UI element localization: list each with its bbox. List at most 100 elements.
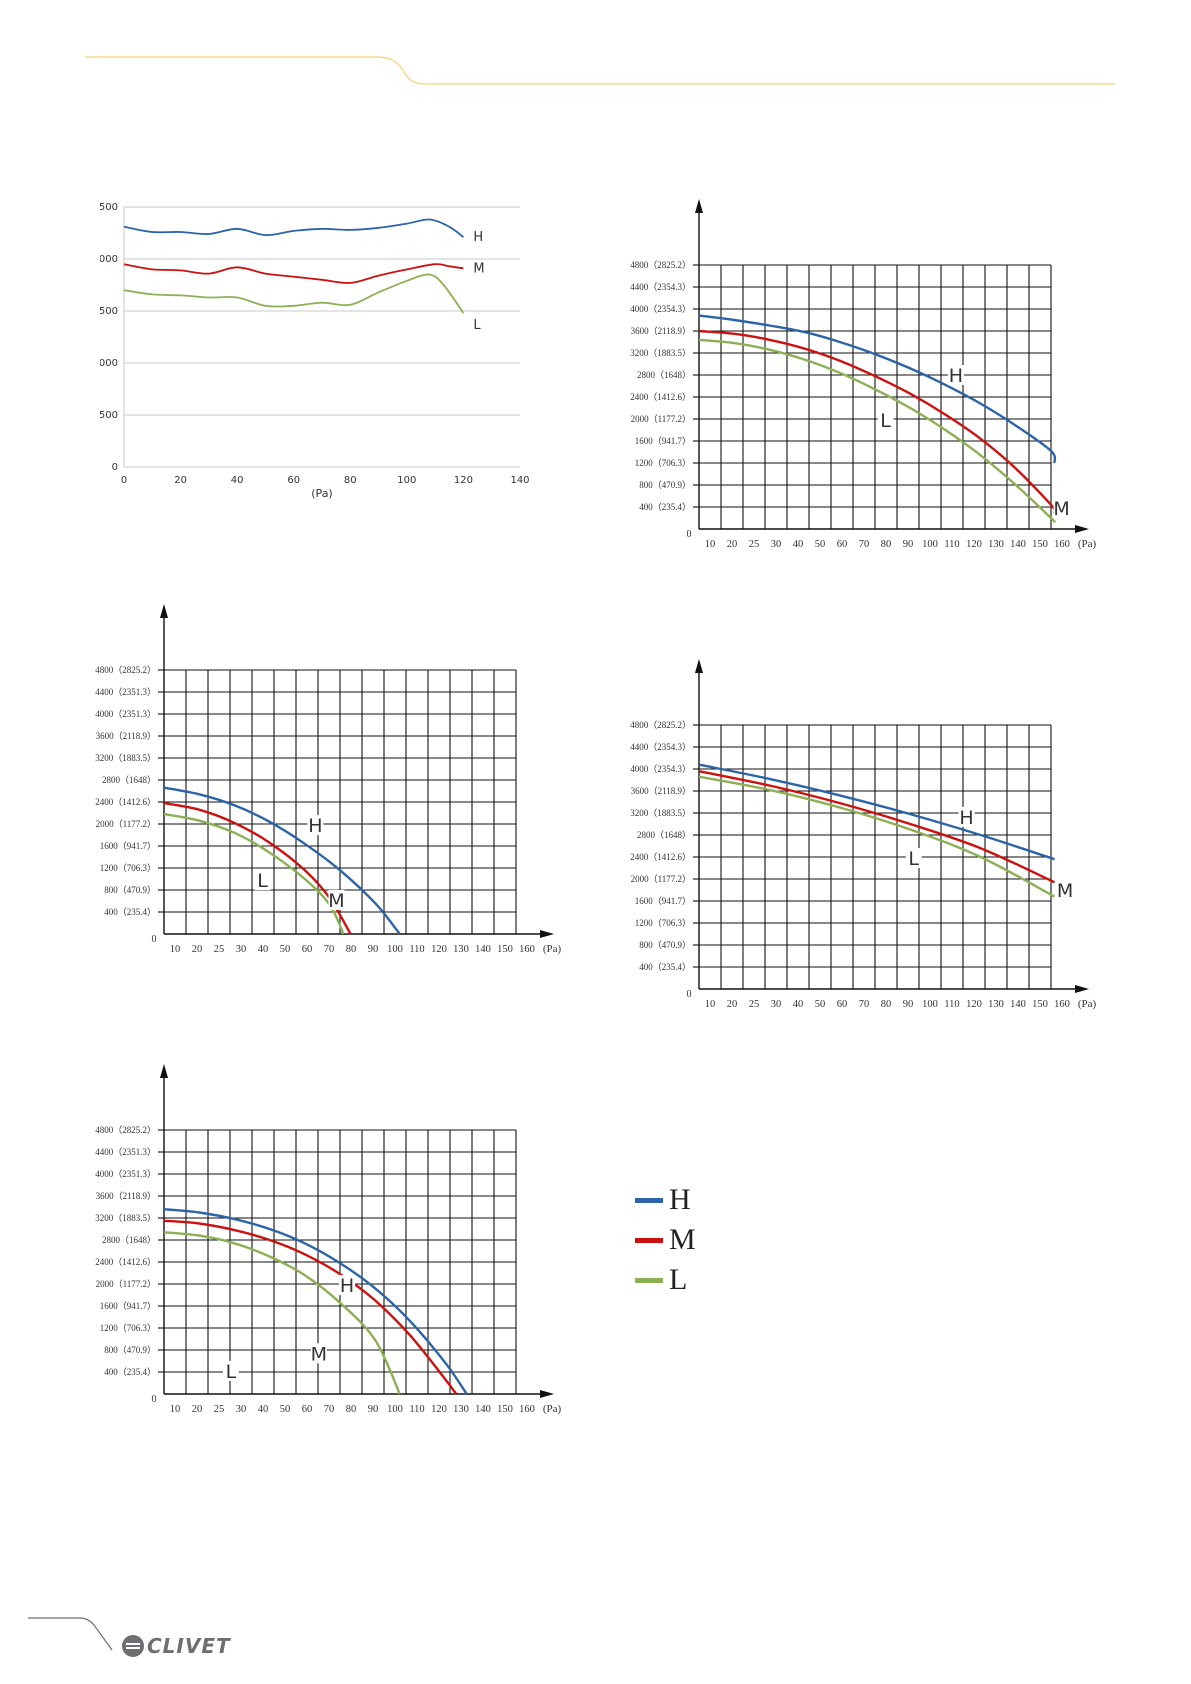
label-background — [1057, 880, 1074, 900]
y-tick-label: 4400（2351.3） — [95, 1147, 156, 1157]
x-tick-label: 90 — [368, 1404, 379, 1415]
x-tick-label: 160 — [1054, 539, 1070, 550]
y-tick-label: 1200（706.3） — [100, 863, 156, 873]
curve-l — [698, 338, 1057, 524]
x-tick-label: 80 — [881, 999, 892, 1010]
x-tick-label: 140 — [510, 475, 529, 486]
label-background — [328, 889, 345, 910]
label-background — [905, 848, 922, 869]
x-tick-label: 80 — [881, 539, 892, 550]
x-tick-label: 60 — [837, 539, 848, 550]
legend-swatch-m — [635, 1237, 663, 1243]
x-axis-unit: (Pa) — [1078, 538, 1097, 550]
characteristic-curve-chart-4: 400（235.4） 800（470.9） 1200（706.3） 1600（941.… — [95, 1064, 561, 1415]
curve-label-l: L — [226, 1361, 237, 1383]
curve-label-l: L — [908, 848, 919, 870]
x-tick-label: 10 — [705, 999, 716, 1010]
y-axis-arrow-icon — [695, 199, 703, 213]
x-tick-label: 10 — [170, 1404, 181, 1415]
y-tick-label: 800（470.9） — [104, 885, 156, 895]
y-tick-label: 3200（1883.5） — [95, 753, 156, 763]
x-axis-arrow-icon — [1075, 985, 1089, 993]
curve-l — [163, 1231, 401, 1395]
x-axis-unit: (Pa) — [1078, 998, 1097, 1010]
y-tick-label: 1500 — [100, 306, 118, 317]
y-tick-label: 4800（2825.2） — [630, 720, 691, 730]
x-tick-label: 60 — [302, 1404, 313, 1415]
y-tick-label: 3600（2118.9） — [631, 786, 691, 796]
label-background — [310, 1343, 327, 1364]
x-tick-label: 70 — [859, 999, 870, 1010]
y-tick-label: 2400（1412.6） — [95, 1257, 156, 1267]
y-tick-label: 2400（1412.6） — [630, 392, 691, 402]
x-tick-label: 80 — [344, 475, 357, 486]
y-tick-label: 4800（2825.2） — [95, 1125, 156, 1135]
y-tick-label: 1600（941.7） — [635, 436, 691, 446]
y-tick-label: 2000（1177.2） — [96, 819, 156, 829]
label-background — [307, 815, 324, 836]
y-tick-label: 400（235.4） — [104, 1367, 156, 1377]
x-tick-label: 70 — [859, 539, 870, 550]
x-axis-arrow-icon — [540, 930, 554, 938]
characteristic-curve-chart-3: 400（235.4） 800（470.9） 1200（706.3） 1600（941.… — [630, 659, 1097, 1010]
origin-label: 0 — [152, 1394, 157, 1405]
x-tick-label: 90 — [368, 944, 379, 955]
y-tick-label: 800（470.9） — [639, 940, 691, 950]
legend-label-h: H — [669, 1183, 691, 1216]
curve-h — [163, 1208, 468, 1395]
legend-item-h: H — [635, 1180, 775, 1220]
x-tick-label: 30 — [771, 999, 782, 1010]
y-tick-label: 4800（2825.2） — [95, 665, 156, 675]
airflow-line-chart: 0 500 1000 1500 2000 2500 0 20 40 60 80 100 120 140 (P… — [100, 202, 530, 500]
x-tick-label: 100 — [387, 1404, 403, 1415]
y-tick-label: 4000（2351.3） — [95, 709, 156, 719]
x-tick-label: 50 — [280, 944, 291, 955]
y-tick-label: 1600（941.7） — [635, 896, 691, 906]
y-tick-label: 3600（2118.9） — [631, 326, 691, 336]
characteristic-curve-chart-2: 400（235.4） 800（470.9） 1200（706.3） 1600（941.… — [95, 604, 562, 955]
x-tick-label: 120 — [454, 475, 473, 486]
x-axis-arrow-icon — [540, 1390, 554, 1398]
curve-label-l: L — [257, 870, 268, 892]
y-tick-label: 2800（1648） — [637, 830, 691, 840]
x-tick-label: 150 — [497, 944, 513, 955]
characteristic-curve-chart-1: 400（235.4） 800（470.9） 1200（706.3） 1600（941.… — [630, 199, 1097, 550]
y-tick-label: 800（470.9） — [104, 1345, 156, 1355]
curve-h — [163, 786, 401, 935]
x-tick-label: 30 — [236, 1404, 247, 1415]
y-tick-label: 500 — [100, 410, 118, 421]
x-tick-label: 50 — [815, 539, 826, 550]
x-tick-label: 30 — [771, 539, 782, 550]
y-tick-label: 2000 — [100, 254, 118, 265]
origin-label: 0 — [687, 529, 692, 540]
series-label-m: M — [473, 261, 484, 276]
y-tick-label: 3600（2118.9） — [96, 731, 156, 741]
logo-text: CLIVET — [147, 1634, 231, 1658]
y-tick-label: 2000（1177.2） — [631, 874, 691, 884]
x-tick-label: 80 — [346, 1404, 357, 1415]
label-background — [1053, 498, 1070, 519]
x-tick-label: 20 — [727, 539, 738, 550]
x-tick-label: 60 — [287, 475, 300, 486]
x-tick-label: 40 — [258, 944, 269, 955]
y-tick-label: 4400（2354.3） — [630, 282, 691, 292]
x-tick-label: 150 — [1032, 999, 1048, 1010]
y-tick-label: 4400（2354.3） — [630, 742, 691, 752]
label-background — [947, 365, 964, 385]
curve-label-h: H — [959, 807, 973, 829]
x-tick-label: 100 — [387, 944, 403, 955]
label-background — [339, 1275, 356, 1296]
y-tick-label: 400（235.4） — [104, 907, 156, 917]
legend-item-m: M — [635, 1220, 775, 1260]
series-line-m — [123, 263, 464, 284]
curve-label-h: H — [949, 365, 963, 387]
x-tick-label: 70 — [324, 1404, 335, 1415]
curve-label-h: H — [308, 815, 322, 837]
x-tick-label: 160 — [519, 944, 535, 955]
x-tick-label: 150 — [497, 1404, 513, 1415]
x-axis-unit: (Pa) — [543, 943, 562, 955]
y-tick-label: 400（235.4） — [639, 502, 691, 512]
x-tick-label: 25 — [749, 539, 760, 550]
x-tick-label: 20 — [727, 999, 738, 1010]
label-background — [958, 806, 975, 827]
